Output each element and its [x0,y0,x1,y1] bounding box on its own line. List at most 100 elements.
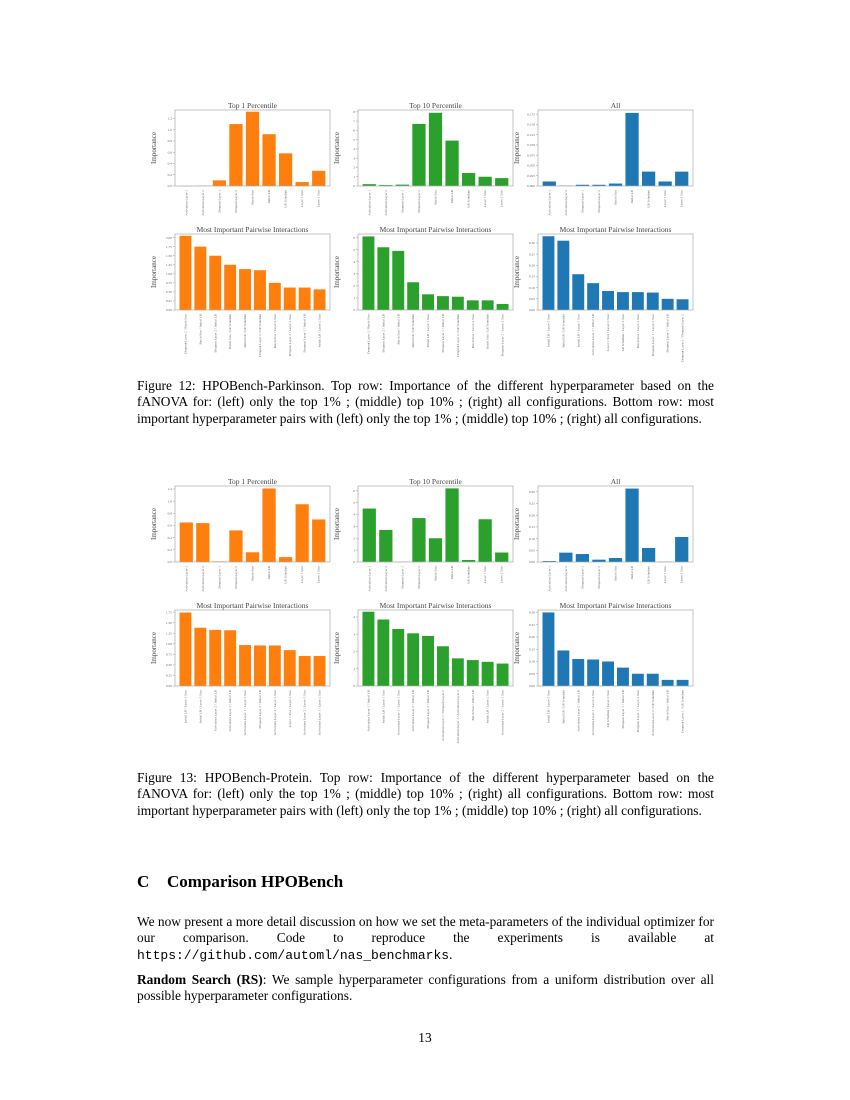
code-link[interactable]: https://github.com/automl/nas_benchmarks [137,947,450,963]
x-tick-label: Activation Layer 2 [384,566,388,592]
y-tick-label: 0.4 [168,536,173,540]
y-tick-label: 0.25 [529,252,535,256]
bar [194,246,207,310]
y-tick-label: 1.25 [166,631,172,635]
x-tick-label: Activation Layer 1 [367,566,371,592]
x-tick-label: Layer 2 Size [317,190,321,208]
bar [587,659,600,686]
x-tick-label: Dropout Layer 2 / Initial LR [381,313,385,352]
fig12-top10-pairwise-chart: Most Important Pairwise Interactions Impo… [323,224,518,374]
x-tick-label: Dropout Layer 1 [400,190,404,213]
bar [436,646,449,686]
bar [362,611,375,686]
x-tick-label: Dropout Layer 2 [234,190,238,213]
y-tick-label: 2 [353,536,355,540]
bar [278,153,293,186]
y-tick-label: 0.00 [529,308,535,312]
y-tick-label: 0.05 [529,297,535,301]
bar [675,171,689,186]
y-tick-label: 1.00 [166,642,172,646]
bar [209,629,222,686]
random-search-text: : We sample hyperparameter configuration… [137,972,714,1004]
x-tick-label: Dropout Layer 1 [580,190,584,213]
x-tick-label: Activation Layer 1 [547,190,551,216]
x-tick-label: Activation Layer 1 / Layer 1 Size [243,690,247,736]
y-tick-label: 0.25 [529,502,535,506]
bar [224,264,237,310]
x-tick-label: Batch Size [251,190,255,205]
paragraph-intro-end: . [449,946,453,962]
bar [641,171,656,186]
bar [179,522,193,562]
figure13-caption: Figure 13: HPOBench-Protein. Top row: Im… [137,770,714,818]
x-tick-label: Initial LR [267,189,271,203]
bar [557,650,570,686]
y-tick-label: 0.20 [529,635,535,639]
fig12-top1-pairs-svg: Most Important Pairwise Interactions Impo… [150,225,331,357]
bar [209,255,222,310]
fig12-all-svg: All Importance 0.000 0.025 0.050 0.075 0.100 0.… [513,101,694,216]
bar [575,554,590,562]
bar [253,645,266,686]
fig13-all-importance-chart: All Importance 0.00 0.05 0.10 0.15 0.20 0.25 0.3… [503,476,698,601]
x-tick-label: Layer 2 Size [680,566,684,584]
x-tick-label: Layer 1 Size / Layer 2 Size [606,314,610,351]
chart-title: Most Important Pairwise Interactions [197,225,309,234]
y-tick-label: 0.75 [166,653,172,657]
bar [379,185,393,186]
y-tick-label: 0.00 [166,308,172,312]
bar [377,619,390,686]
y-tick-label: 3 [353,156,355,160]
y-tick-label: 1.75 [166,610,172,614]
x-tick-label: Initial LR / LR Schedule [411,314,415,348]
bar [407,633,420,686]
section-heading: C Comparison HPOBench [137,872,343,892]
bar [262,134,276,186]
y-tick-label: 0.8 [168,512,173,516]
y-tick-label: 0.20 [529,513,535,517]
y-axis-label: Importance [333,632,341,664]
x-tick-label: Batch Size / Initial LR [471,689,475,720]
y-tick-label: 0.075 [527,153,535,157]
x-tick-label: Dropout Layer 1 / Layer 2 Size [636,690,640,733]
x-tick-label: Initial LR [267,565,271,579]
y-tick-label: 1.75 [166,245,172,249]
y-tick-label: 4 [353,260,355,264]
bar [675,536,689,562]
x-tick-label: Dropout Layer 2 [597,566,601,589]
x-tick-label: Activation Layer 2 [201,566,205,592]
bar [262,488,276,562]
bar [278,557,293,562]
x-tick-label: Activation Layer 2 [384,190,388,216]
x-tick-label: Initial LR / LR Schedule [561,690,565,724]
y-tick-label: 3 [353,632,355,636]
x-tick-label: Initial LR / Layer 1 Size [426,314,430,348]
x-tick-label: Activation Layer 2 / LR Schedule [651,690,655,736]
bar [239,269,252,310]
bar [313,289,326,310]
y-tick-label: 0.20 [529,263,535,267]
y-axis-label: Importance [513,132,521,164]
y-tick-label: 3 [353,272,355,276]
x-tick-label: LR Schedule [647,190,651,208]
x-tick-label: Dropout Layer 2 / Batch Size [366,314,370,354]
y-tick-label: 1.50 [166,254,172,258]
y-tick-label: 0 [353,560,355,564]
bar [268,645,281,686]
y-tick-label: 1.25 [166,263,172,267]
bar [362,508,376,562]
y-tick-label: 0.75 [166,281,172,285]
fig12-top1-importance-chart: Top 1 Percentile Importance 0.0 0.2 0.4 0.6 0.… [140,100,335,225]
x-tick-label: LR Schedule / Layer 2 Size [621,314,625,352]
y-tick-label: 1.50 [166,621,172,625]
fig12-all-pairs-svg: Most Important Pairwise Interactions Impo… [513,225,694,362]
bar [362,184,376,186]
x-tick-label: Batch Size [614,190,618,205]
bar [295,182,309,186]
bar [245,552,260,562]
x-tick-label: Dropout Layer 2 [234,566,238,589]
x-tick-label: Batch Size [434,190,438,205]
fig13-top10-svg: Top 10 Percentile Importance 0 1 2 3 4 5 6 Activa… [333,477,514,592]
x-tick-label: Layer 1 Size [483,190,487,208]
y-axis-label: Importance [333,256,341,288]
